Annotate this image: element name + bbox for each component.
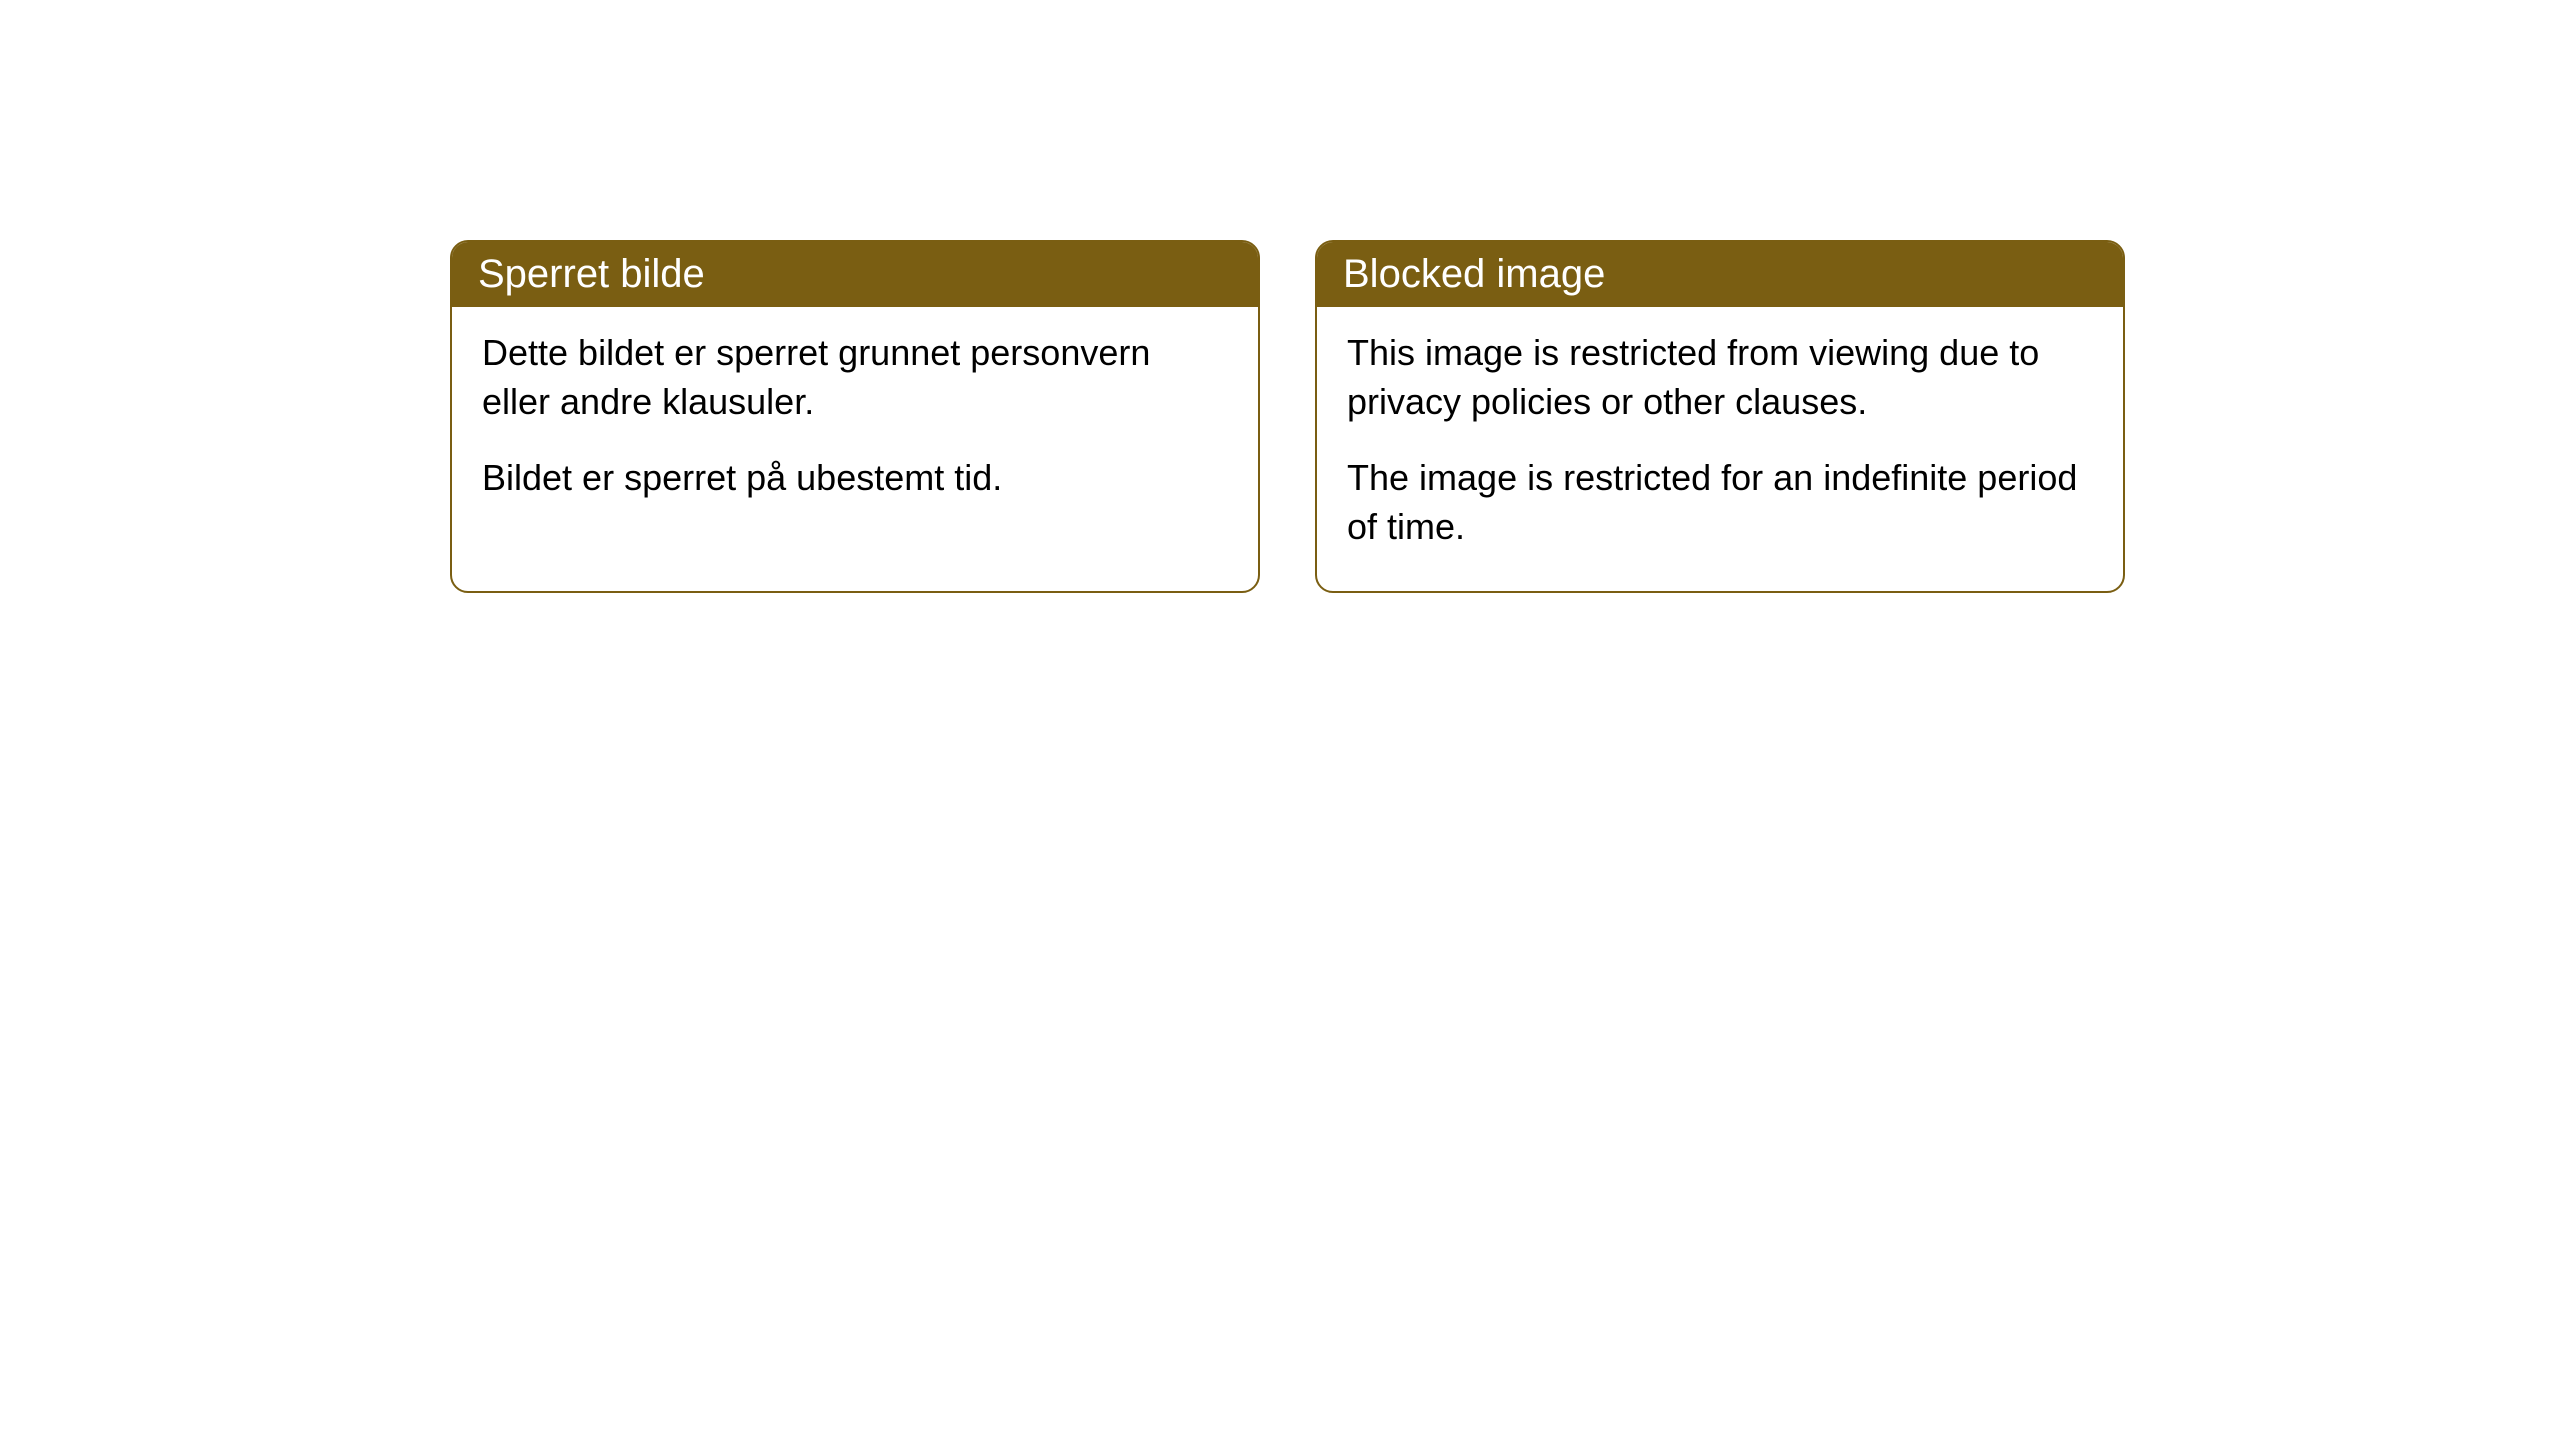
card-paragraph: This image is restricted from viewing du… <box>1347 329 2093 426</box>
cards-container: Sperret bilde Dette bildet er sperret gr… <box>0 0 2560 593</box>
card-paragraph: Bildet er sperret på ubestemt tid. <box>482 454 1228 503</box>
card-paragraph: The image is restricted for an indefinit… <box>1347 454 2093 551</box>
card-body: This image is restricted from viewing du… <box>1317 307 2123 591</box>
card-title: Sperret bilde <box>452 242 1258 307</box>
card-paragraph: Dette bildet er sperret grunnet personve… <box>482 329 1228 426</box>
blocked-image-card-norwegian: Sperret bilde Dette bildet er sperret gr… <box>450 240 1260 593</box>
blocked-image-card-english: Blocked image This image is restricted f… <box>1315 240 2125 593</box>
card-title: Blocked image <box>1317 242 2123 307</box>
card-body: Dette bildet er sperret grunnet personve… <box>452 307 1258 543</box>
